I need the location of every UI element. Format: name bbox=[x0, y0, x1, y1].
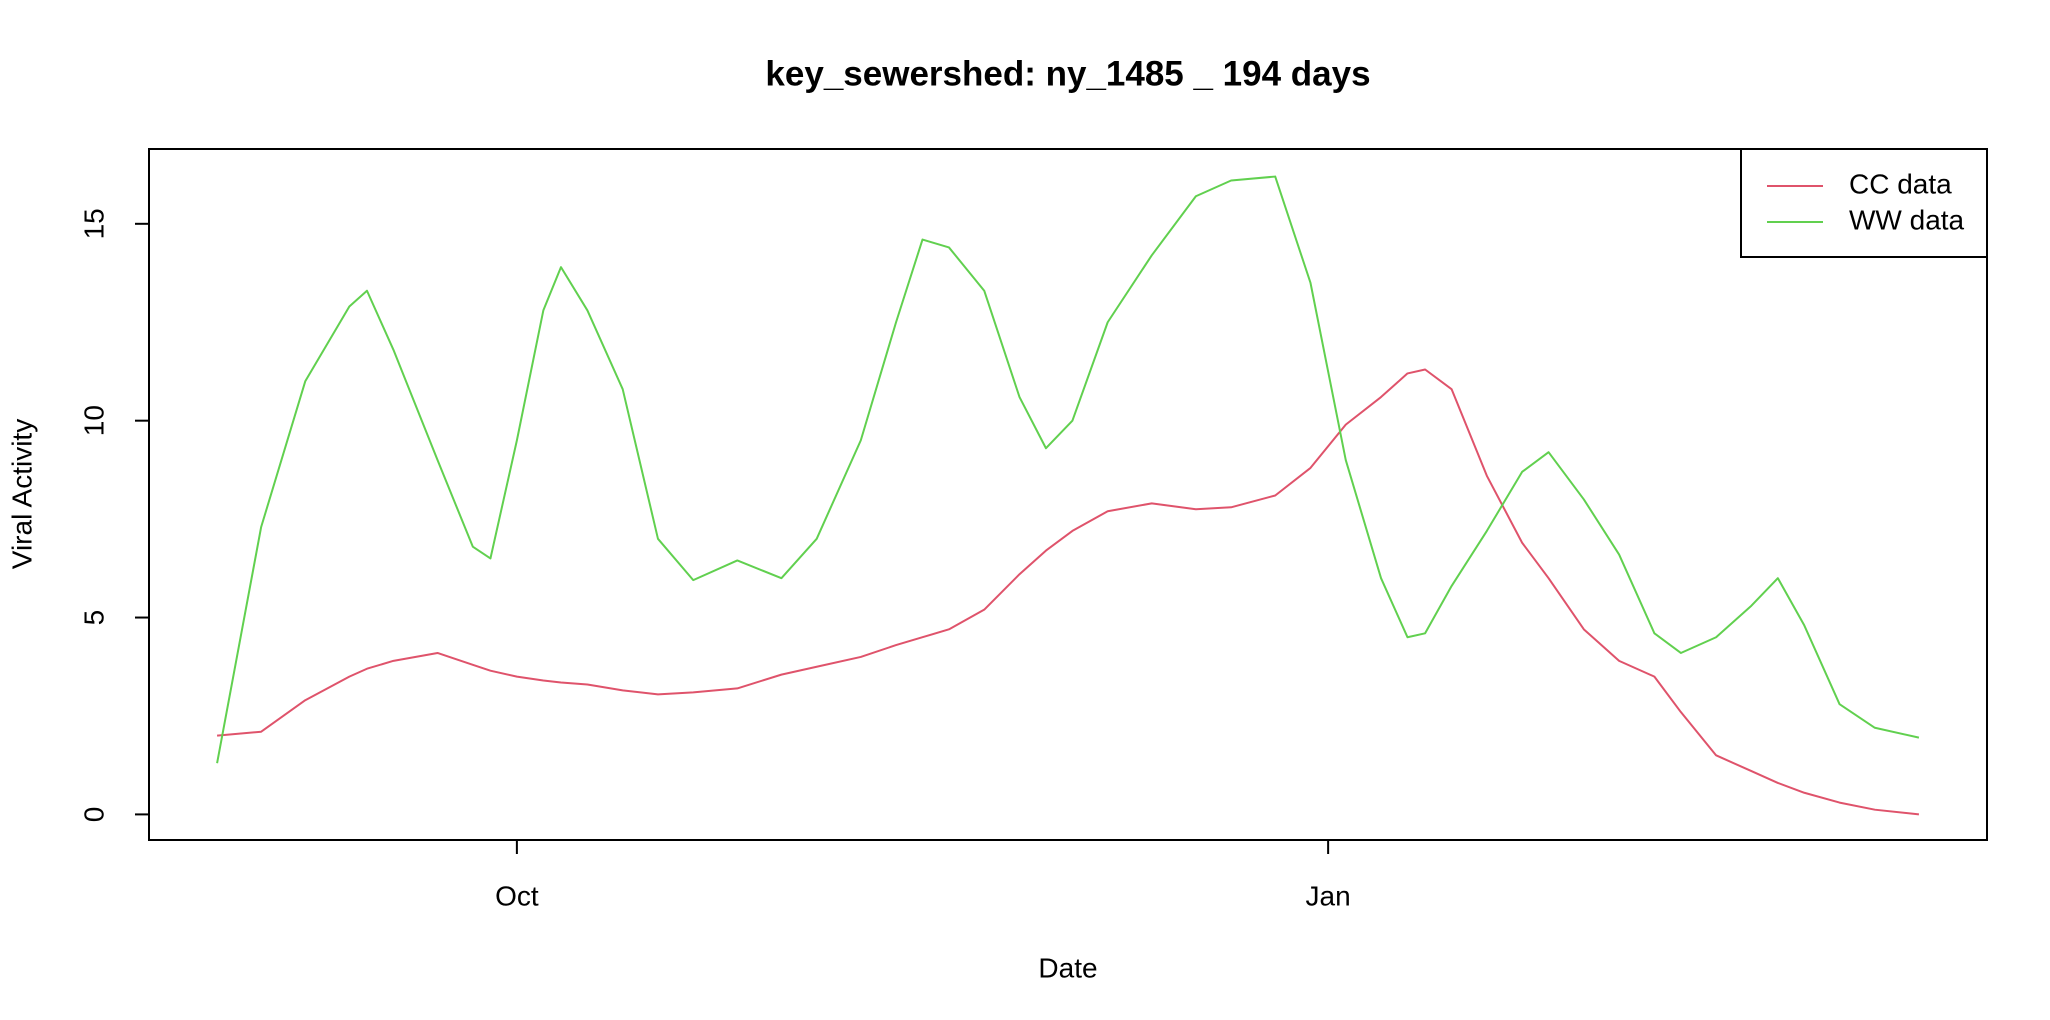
x-tick-label: Oct bbox=[495, 880, 539, 911]
x-tick-label: Jan bbox=[1306, 880, 1351, 911]
x-axis-title: Date bbox=[1038, 952, 1097, 983]
data-line bbox=[216, 175, 1920, 764]
chart-title: key_sewershed: ny_1485 _ 194 days bbox=[765, 54, 1370, 93]
data-line bbox=[216, 368, 1920, 816]
legend-label: CC data bbox=[1849, 168, 1952, 199]
legend-box bbox=[1740, 148, 1988, 258]
y-axis-title: Viral Activity bbox=[6, 419, 37, 569]
legend-label: WW data bbox=[1849, 204, 1965, 235]
y-tick-label: 0 bbox=[78, 807, 109, 823]
y-tick-label: 15 bbox=[78, 208, 109, 239]
plot-frame bbox=[148, 148, 1988, 841]
y-tick-label: 5 bbox=[78, 610, 109, 626]
y-tick-label: 10 bbox=[78, 405, 109, 436]
